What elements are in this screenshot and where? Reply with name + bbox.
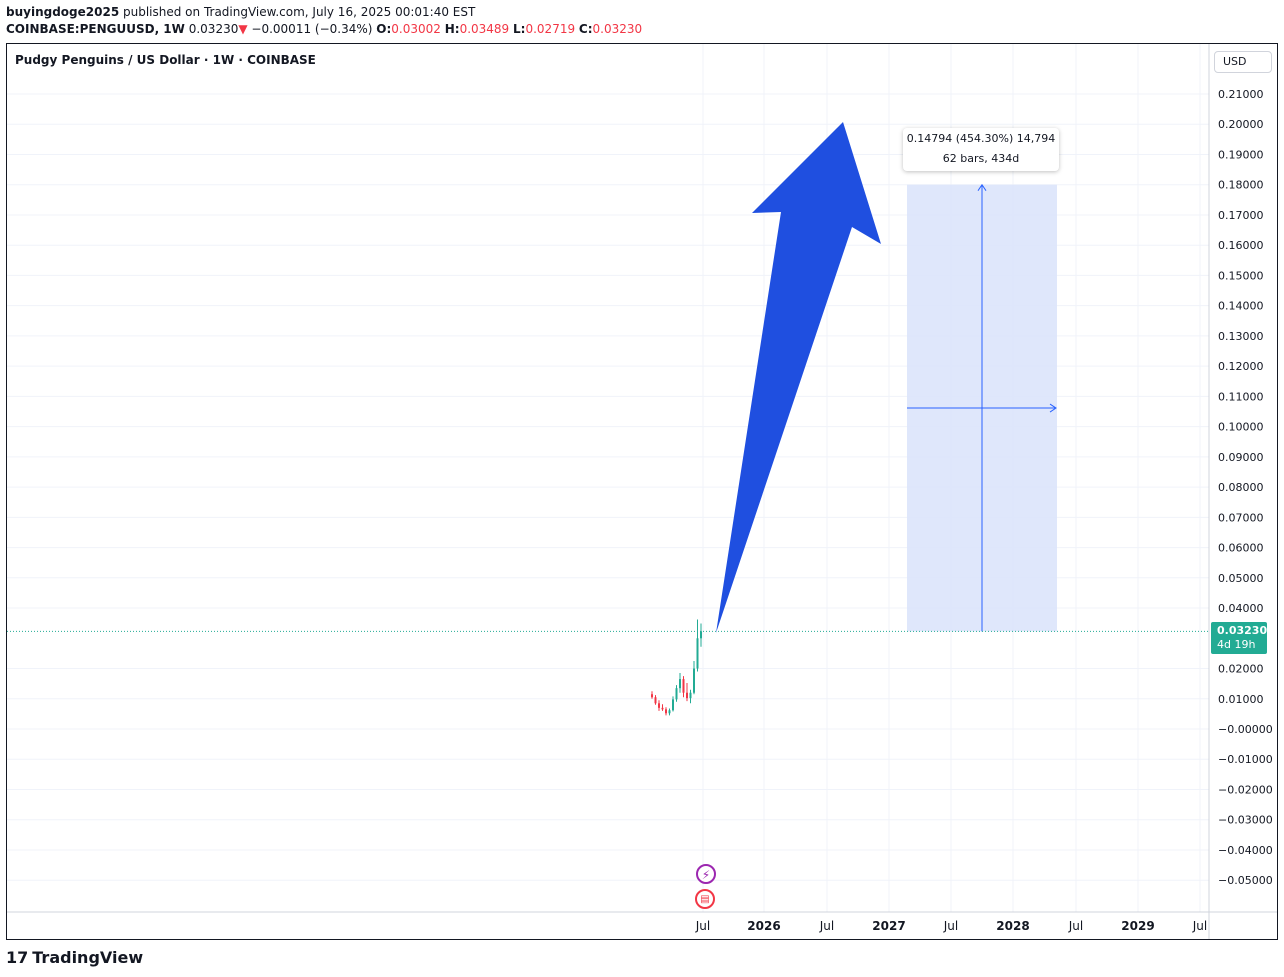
time-tick-label: 2027 — [872, 919, 905, 933]
candle-body — [658, 703, 660, 708]
candle-body — [654, 697, 657, 704]
time-tick-label: Jul — [1068, 919, 1083, 933]
badge-countdown: 4d 19h — [1217, 638, 1256, 651]
drawn-arrow[interactable] — [716, 122, 881, 633]
chart-pane[interactable]: 0.21000 0.20000 0.19000 0.18000 0.17000 0.160… — [6, 43, 1278, 940]
low-label: L: — [513, 22, 526, 36]
price-tick-label: 0.19000 — [1218, 148, 1264, 161]
last-price: 0.03230 — [188, 22, 239, 36]
price-tick-label: 0.14000 — [1218, 300, 1264, 313]
close-label: C: — [578, 22, 593, 36]
measure-up-arrowhead — [977, 183, 987, 191]
price-tick-label: −0.00000 — [1218, 723, 1273, 736]
price-axis: 0.21000 0.20000 0.19000 0.18000 0.17000 0.160… — [1218, 88, 1273, 887]
price-tick-label: 0.06000 — [1218, 542, 1264, 555]
published-text: published on TradingView.com, July 16, 2… — [123, 5, 476, 19]
publisher-name[interactable]: buyingdoge2025 — [6, 5, 120, 19]
time-tick-label: Jul — [1192, 919, 1207, 933]
price-tick-label: 0.11000 — [1218, 390, 1264, 403]
candle-body — [672, 699, 674, 711]
candle-body — [675, 688, 678, 700]
price-tick-label: 0.09000 — [1218, 451, 1264, 464]
candle-body — [696, 638, 699, 669]
price-tick-label: −0.02000 — [1218, 783, 1273, 796]
measure-right-arrowhead — [1049, 403, 1057, 413]
price-tick-label: 0.15000 — [1218, 269, 1264, 282]
candle-body — [651, 694, 653, 698]
price-tick-label: −0.04000 — [1218, 844, 1273, 857]
price-tick-label: 0.18000 — [1218, 179, 1264, 192]
candle-body — [661, 707, 664, 710]
open-value: 0.03002 — [391, 22, 441, 36]
price-tick-label: 0.12000 — [1218, 360, 1264, 373]
change-down-icon: ▼ — [238, 22, 248, 36]
us-flag-icon[interactable]: ▤ — [695, 889, 715, 909]
price-tick-label: 0.01000 — [1218, 693, 1264, 706]
change-value: −0.00011 (−0.34%) — [251, 22, 373, 36]
price-tick-label: −0.03000 — [1218, 814, 1273, 827]
price-tick-label: 0.05000 — [1218, 572, 1264, 585]
badge-price: 0.03230 — [1217, 624, 1268, 637]
candle-body — [665, 709, 667, 714]
price-tick-label: 0.17000 — [1218, 209, 1264, 222]
high-label: H: — [444, 22, 460, 36]
price-tick-label: −0.05000 — [1218, 874, 1273, 887]
lightning-icon[interactable]: ⚡ — [696, 864, 716, 884]
candlestick-series — [651, 619, 702, 716]
measure-line1: 0.14794 (454.30%) 14,794 — [906, 132, 1056, 145]
time-tick-label: 2029 — [1121, 919, 1154, 933]
price-tick-label: −0.01000 — [1218, 753, 1273, 766]
high-value: 0.03489 — [459, 22, 510, 36]
last-price-badge: 0.03230 4d 19h — [1211, 622, 1267, 654]
time-axis: Jul 2026 Jul 2027 Jul 2028 Jul 2029 Jul — [695, 919, 1207, 933]
tradingview-logo[interactable]: 17 TradingView — [6, 948, 143, 967]
price-tick-label: 0.02000 — [1218, 663, 1264, 676]
candle-body — [686, 692, 688, 699]
price-tick-label: 0.08000 — [1218, 481, 1264, 494]
open-label: O: — [376, 22, 392, 36]
chart-legend-title[interactable]: Pudgy Penguins / US Dollar · 1W · COINBA… — [15, 53, 316, 67]
price-tick-label: 0.21000 — [1218, 88, 1264, 101]
time-tick-label: Jul — [695, 919, 710, 933]
candle-body — [668, 710, 671, 714]
measure-tooltip: 0.14794 (454.30%) 14,794 62 bars, 434d — [903, 128, 1059, 171]
price-tick-label: 0.04000 — [1218, 602, 1264, 615]
low-value: 0.02719 — [525, 22, 576, 36]
time-tick-label: 2028 — [996, 919, 1029, 933]
time-tick-label: Jul — [819, 919, 834, 933]
currency-button[interactable]: USD — [1214, 51, 1272, 73]
price-tick-label: 0.10000 — [1218, 421, 1264, 434]
candle-body — [679, 679, 681, 689]
tradingview-mark-icon: 17 — [6, 948, 29, 967]
candle-body — [682, 679, 685, 693]
price-tick-label: 0.20000 — [1218, 118, 1264, 131]
publish-info: buyingdoge2025 published on TradingView.… — [6, 5, 475, 19]
price-tick-label: 0.16000 — [1218, 239, 1264, 252]
price-tick-label: 0.13000 — [1218, 330, 1264, 343]
price-tick-label: 0.07000 — [1218, 511, 1264, 524]
close-value: 0.03230 — [592, 22, 643, 36]
candle-body — [689, 692, 692, 699]
measure-line2: 62 bars, 434d — [942, 152, 1020, 165]
time-tick-label: Jul — [943, 919, 958, 933]
candle-body — [700, 631, 702, 639]
symbol-ohlc-line: COINBASE:PENGUUSD, 1W 0.03230▼ −0.00011 … — [6, 22, 642, 36]
chart-canvas[interactable]: 0.21000 0.20000 0.19000 0.18000 0.17000 0.160… — [7, 44, 1278, 940]
time-tick-label: 2026 — [747, 919, 780, 933]
footer-brand: TradingView — [32, 948, 144, 967]
symbol-name: COINBASE:PENGUUSD, 1W — [6, 22, 185, 36]
candle-body — [693, 668, 695, 693]
